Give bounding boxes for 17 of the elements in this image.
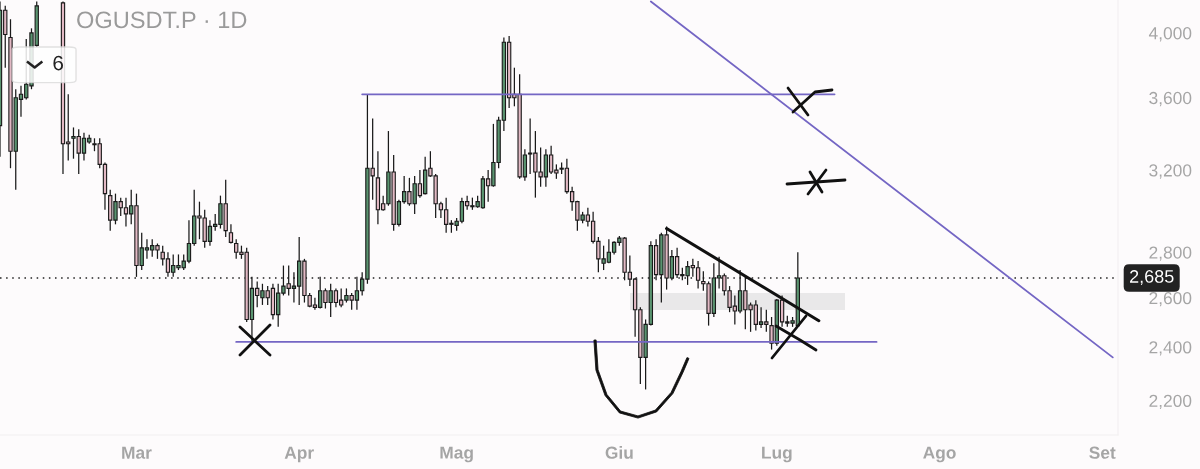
y-tick-label: 2,600 <box>1149 291 1192 307</box>
annotation: 6 <box>53 55 64 71</box>
x-tick-label: Mag <box>440 446 473 463</box>
ref-line-label: 2,685 <box>1130 270 1174 285</box>
y-tick-label: 3,200 <box>1149 164 1192 179</box>
x-tick-label: Apr <box>284 446 314 463</box>
y-tick-label: 4,000 <box>1148 27 1192 42</box>
x-tick-label: Set <box>1089 446 1116 459</box>
x-tick-label: Mar <box>122 446 152 459</box>
y-tick-label: 2,800 <box>1149 246 1192 261</box>
x-tick-label: Ago <box>923 446 956 463</box>
y-tick-label: 3,600 <box>1149 91 1192 107</box>
x-tick-label: Giu <box>605 446 633 459</box>
x-tick-label: Lug <box>762 446 792 463</box>
y-tick-label: 2,200 <box>1149 394 1192 410</box>
y-tick-label: 2,400 <box>1149 341 1192 356</box>
chart-title: OGUSDT.P · 1D <box>77 11 247 29</box>
